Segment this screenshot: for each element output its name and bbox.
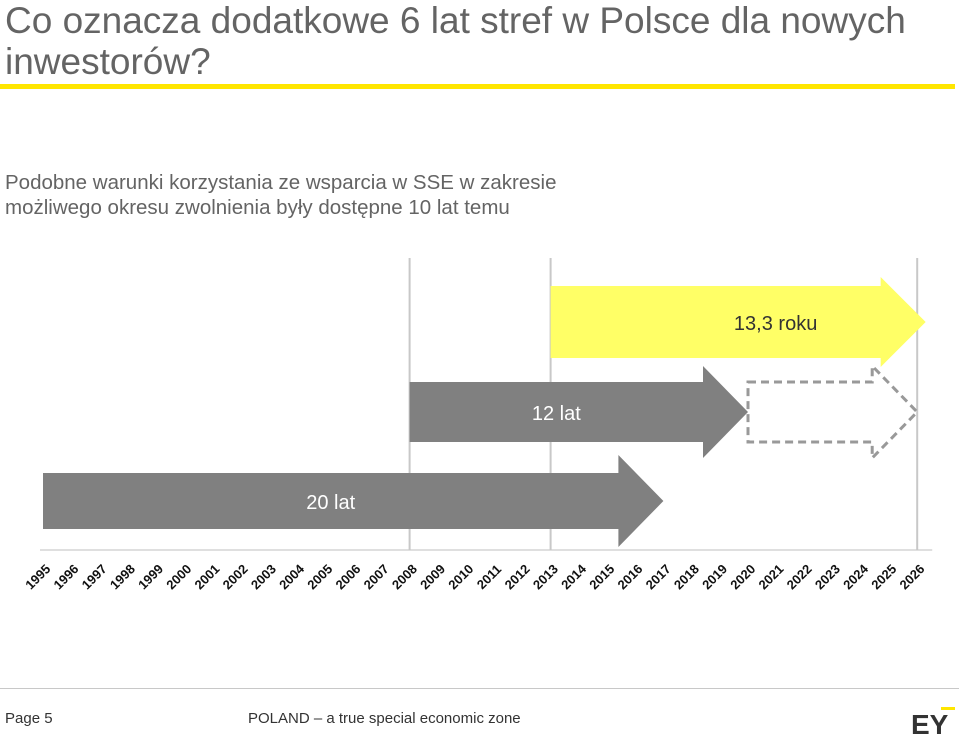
period-arrow [43,455,664,547]
year-tick-label: 2004 [276,561,308,593]
year-tick-label: 2022 [784,561,815,592]
svg-text:EY: EY [911,709,949,735]
year-tick-label: 1999 [135,561,166,592]
year-tick-label: 2017 [643,561,674,592]
subtitle: Podobne warunki korzystania ze wsparcia … [5,171,557,219]
year-tick-label: 2018 [671,561,702,592]
year-tick-label: 1996 [50,561,81,592]
period-arrow [550,277,926,367]
year-tick-label: 2025 [868,561,899,592]
year-tick-label: 2011 [474,562,505,593]
year-tick-label: 2013 [530,561,561,592]
ey-logo-icon: EY [911,707,955,735]
year-tick-label: 2007 [361,561,392,592]
title-underline [0,84,955,89]
page-title: Co oznacza dodatkowe 6 lat stref w Polsc… [5,0,906,82]
year-tick-label: 2021 [755,561,786,592]
year-tick-label: 2000 [163,561,194,592]
year-tick-label: 2026 [896,561,927,592]
year-tick-label: 2015 [586,561,617,592]
footer-text: POLAND – a true special economic zone [248,710,521,727]
year-tick-label: 2001 [191,561,222,592]
year-tick-label: 2023 [812,561,843,592]
year-tick-label: 2019 [699,561,730,592]
year-tick-label: 1998 [107,561,138,592]
year-tick-label: 2009 [417,561,448,592]
extension-arrow-dashed [746,362,920,462]
year-tick-label: 2016 [614,561,645,592]
year-tick-label: 2002 [220,561,251,592]
footer-divider [0,688,959,689]
year-tick-label: 2020 [727,561,758,592]
year-tick-label: 2014 [558,561,590,593]
arrow-label: 13,3 roku [734,313,817,335]
timeline-diagram: 13,3 roku 12 lat 20 lat 199519961997199819… [22,258,933,593]
year-tick-label: 2005 [304,561,335,592]
page-number: Page 5 [5,710,53,727]
arrow-label: 12 lat [532,403,581,425]
period-arrow [409,366,748,458]
year-tick-label: 2024 [840,561,872,593]
year-tick-label: 2003 [248,561,279,592]
year-tick-label: 2010 [445,561,476,592]
year-tick-label: 2012 [502,561,533,592]
arrow-label: 20 lat [306,492,355,514]
year-tick-label: 2008 [389,561,420,592]
year-tick-label: 1997 [79,561,110,592]
year-tick-label: 2006 [332,561,363,592]
year-tick-label: 1995 [22,561,53,592]
